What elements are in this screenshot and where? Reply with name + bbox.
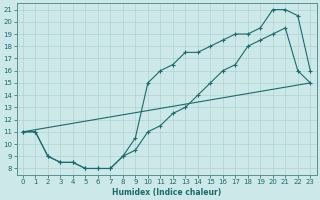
X-axis label: Humidex (Indice chaleur): Humidex (Indice chaleur) xyxy=(112,188,221,197)
